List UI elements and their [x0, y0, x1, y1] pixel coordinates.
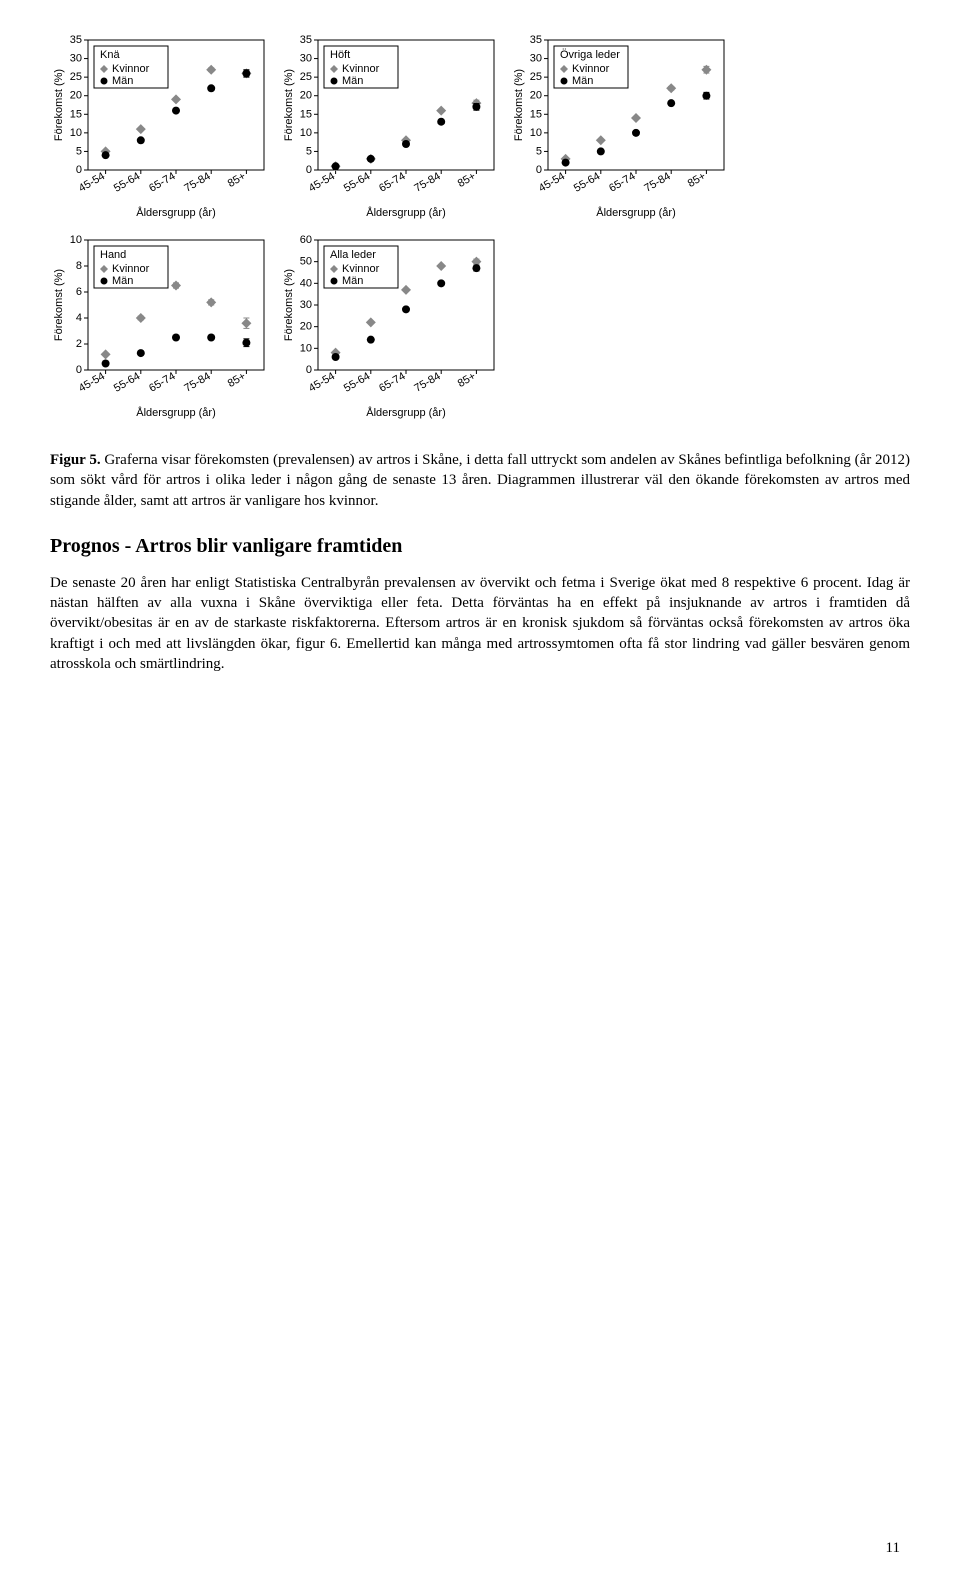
- svg-text:Förekomst (%): Förekomst (%): [513, 69, 525, 141]
- svg-text:2: 2: [76, 338, 82, 350]
- svg-text:55-64: 55-64: [342, 370, 372, 394]
- svg-text:Förekomst (%): Förekomst (%): [283, 269, 295, 341]
- svg-text:0: 0: [306, 364, 312, 376]
- svg-text:55-64: 55-64: [112, 170, 142, 194]
- chart-ovriga-leder: 0510152025303545-5455-6465-7475-8485+För…: [510, 30, 730, 220]
- svg-text:6: 6: [76, 286, 82, 298]
- svg-text:Åldersgrupp (år): Åldersgrupp (år): [136, 406, 215, 419]
- svg-text:30: 30: [70, 53, 82, 65]
- chart-alla-leder: 010203040506045-5455-6465-7475-8485+Före…: [280, 230, 500, 420]
- svg-text:75-84: 75-84: [642, 170, 672, 194]
- svg-text:10: 10: [530, 127, 542, 139]
- svg-text:10: 10: [70, 127, 82, 139]
- svg-text:55-64: 55-64: [342, 170, 372, 194]
- chart-row-2: 024681045-5455-6465-7475-8485+Förekomst …: [50, 230, 910, 420]
- svg-text:Förekomst (%): Förekomst (%): [283, 69, 295, 141]
- svg-text:25: 25: [70, 71, 82, 83]
- svg-text:Kvinnor: Kvinnor: [342, 63, 380, 75]
- svg-text:25: 25: [300, 71, 312, 83]
- svg-text:20: 20: [70, 90, 82, 102]
- svg-text:Hand: Hand: [100, 249, 126, 261]
- svg-text:40: 40: [300, 277, 312, 289]
- caption-label: Figur 5.: [50, 452, 101, 468]
- svg-text:Kvinnor: Kvinnor: [112, 263, 150, 275]
- svg-text:35: 35: [300, 34, 312, 46]
- svg-text:Män: Män: [112, 75, 133, 87]
- svg-text:10: 10: [300, 342, 312, 354]
- svg-text:Höft: Höft: [330, 49, 350, 61]
- svg-text:85+: 85+: [226, 170, 248, 190]
- svg-text:85+: 85+: [456, 370, 478, 390]
- svg-text:0: 0: [76, 364, 82, 376]
- chart-hand: 024681045-5455-6465-7475-8485+Förekomst …: [50, 230, 270, 420]
- svg-text:Alla leder: Alla leder: [330, 249, 376, 261]
- svg-text:Kvinnor: Kvinnor: [572, 63, 610, 75]
- svg-text:Kvinnor: Kvinnor: [112, 63, 150, 75]
- svg-text:8: 8: [76, 260, 82, 272]
- section-title: Prognos - Artros blir vanligare framtide…: [50, 535, 910, 558]
- svg-text:Förekomst (%): Förekomst (%): [53, 69, 65, 141]
- svg-text:75-84: 75-84: [412, 170, 442, 194]
- svg-text:35: 35: [70, 34, 82, 46]
- svg-text:30: 30: [300, 299, 312, 311]
- svg-text:65-74: 65-74: [147, 370, 177, 394]
- svg-text:20: 20: [530, 90, 542, 102]
- svg-text:65-74: 65-74: [377, 170, 407, 194]
- svg-text:0: 0: [76, 164, 82, 176]
- svg-text:20: 20: [300, 321, 312, 333]
- svg-text:5: 5: [306, 145, 312, 157]
- svg-text:Knä: Knä: [100, 49, 120, 61]
- svg-text:15: 15: [530, 108, 542, 120]
- svg-text:30: 30: [530, 53, 542, 65]
- svg-text:60: 60: [300, 234, 312, 246]
- svg-text:55-64: 55-64: [112, 370, 142, 394]
- chart-kna: 0510152025303545-5455-6465-7475-8485+För…: [50, 30, 270, 220]
- svg-text:Kvinnor: Kvinnor: [342, 263, 380, 275]
- svg-text:10: 10: [300, 127, 312, 139]
- svg-text:0: 0: [536, 164, 542, 176]
- svg-text:4: 4: [76, 312, 82, 324]
- svg-text:Män: Män: [342, 75, 363, 87]
- chart-hoft: 0510152025303545-5455-6465-7475-8485+För…: [280, 30, 500, 220]
- svg-text:Åldersgrupp (år): Åldersgrupp (år): [366, 406, 445, 419]
- svg-text:85+: 85+: [686, 170, 708, 190]
- svg-text:10: 10: [70, 234, 82, 246]
- svg-text:Män: Män: [342, 275, 363, 287]
- caption-text: Graferna visar förekomsten (prevalensen)…: [50, 452, 910, 509]
- svg-text:5: 5: [76, 145, 82, 157]
- svg-text:75-84: 75-84: [182, 170, 212, 194]
- svg-text:Förekomst (%): Förekomst (%): [53, 269, 65, 341]
- svg-text:0: 0: [306, 164, 312, 176]
- chart-row-1: 0510152025303545-5455-6465-7475-8485+För…: [50, 30, 910, 220]
- page-number: 11: [886, 1540, 900, 1557]
- svg-text:55-64: 55-64: [572, 170, 602, 194]
- svg-text:15: 15: [300, 108, 312, 120]
- svg-text:Män: Män: [572, 75, 593, 87]
- svg-text:35: 35: [530, 34, 542, 46]
- svg-text:85+: 85+: [456, 170, 478, 190]
- svg-text:75-84: 75-84: [412, 370, 442, 394]
- svg-text:25: 25: [530, 71, 542, 83]
- svg-text:75-84: 75-84: [182, 370, 212, 394]
- svg-text:65-74: 65-74: [607, 170, 637, 194]
- svg-text:20: 20: [300, 90, 312, 102]
- svg-text:65-74: 65-74: [377, 370, 407, 394]
- svg-text:50: 50: [300, 256, 312, 268]
- svg-text:Åldersgrupp (år): Åldersgrupp (år): [596, 206, 675, 219]
- svg-text:Män: Män: [112, 275, 133, 287]
- body-paragraph: De senaste 20 åren har enligt Statistisk…: [50, 573, 910, 674]
- chart-grid: 0510152025303545-5455-6465-7475-8485+För…: [50, 30, 910, 420]
- svg-text:65-74: 65-74: [147, 170, 177, 194]
- svg-text:15: 15: [70, 108, 82, 120]
- svg-text:Åldersgrupp (år): Åldersgrupp (år): [366, 206, 445, 219]
- svg-text:Övriga leder: Övriga leder: [560, 49, 620, 61]
- svg-text:5: 5: [536, 145, 542, 157]
- figure-caption: Figur 5. Graferna visar förekomsten (pre…: [50, 450, 910, 511]
- svg-text:30: 30: [300, 53, 312, 65]
- svg-text:85+: 85+: [226, 370, 248, 390]
- svg-text:Åldersgrupp (år): Åldersgrupp (år): [136, 206, 215, 219]
